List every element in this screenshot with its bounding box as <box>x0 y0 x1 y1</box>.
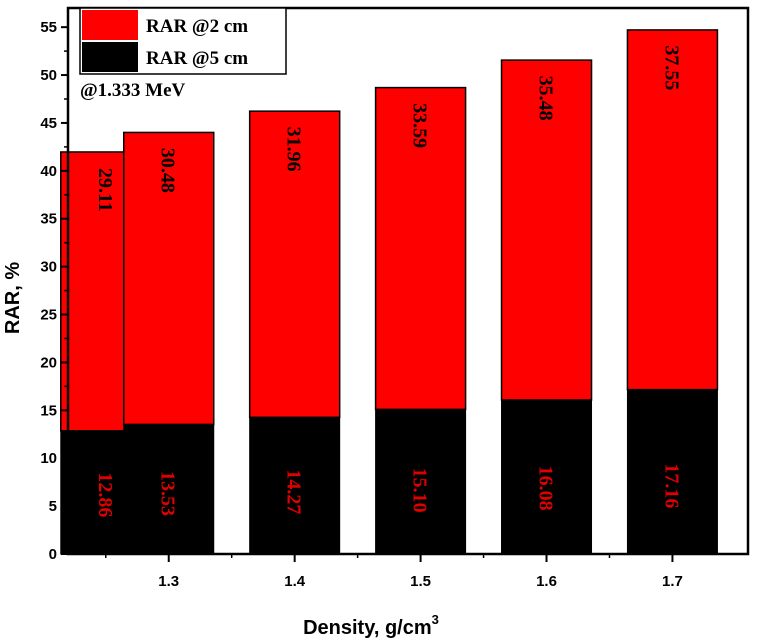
label-rar-2cm-1.25: 29.11 <box>94 168 116 212</box>
y-tick-label-30: 30 <box>40 259 57 276</box>
y-tick-label-45: 45 <box>40 115 57 132</box>
energy-annotation: @1.333 MeV <box>80 80 186 101</box>
label-rar-5cm-1.4: 14.27 <box>283 469 305 514</box>
y-tick-label-55: 55 <box>40 19 57 36</box>
legend-label-rar-2cm: RAR @2 cm <box>146 16 248 37</box>
label-rar-2cm-1.5: 33.59 <box>409 103 431 148</box>
y-tick-label-0: 0 <box>49 546 57 563</box>
label-rar-2cm-1.6: 35.48 <box>535 76 557 121</box>
bar-rar-5cm-1.4 <box>249 416 341 555</box>
x-tick-label-1.5: 1.5 <box>410 573 431 590</box>
y-tick-label-20: 20 <box>40 354 57 371</box>
plot-frame <box>66 6 750 556</box>
y-axis-title: RAR, % <box>2 262 24 334</box>
x-axis-title-text: Density, g/cm <box>303 617 432 639</box>
x-axis-title: Density, g/cm3 <box>303 612 439 639</box>
bar-rar-2cm-1.4 <box>248 110 341 419</box>
axes-layer: 0 5 10 15 20 25 30 35 40 45 50 55 1.3 1.4 1.5 1.6 1.7 <box>40 6 750 590</box>
y-tick-label-50: 50 <box>40 67 57 84</box>
y-tick-label-10: 10 <box>40 450 57 467</box>
x-tick-label-1.3: 1.3 <box>158 573 179 590</box>
y-tick-label-25: 25 <box>40 307 57 324</box>
y-tick-label-15: 15 <box>40 402 57 419</box>
x-tick-label-1.6: 1.6 <box>536 573 557 590</box>
label-rar-2cm-1.7: 37.55 <box>660 45 682 90</box>
bar-rar-2cm-1.5 <box>374 86 467 411</box>
legend-swatch-rar-5cm <box>82 42 138 72</box>
label-rar-5cm-1.3: 13.53 <box>157 471 179 516</box>
bar-rar-2cm-1.7 <box>626 29 719 391</box>
y-tick-label-5: 5 <box>49 498 57 515</box>
legend-label-rar-5cm: RAR @5 cm <box>146 48 248 69</box>
bar-rar-2cm-1.3 <box>122 131 215 426</box>
y-tick-label-35: 35 <box>40 211 57 228</box>
x-axis-title-superscript: 3 <box>432 612 439 627</box>
y-tick-label-40: 40 <box>40 163 57 180</box>
label-rar-5cm-1.7: 17.16 <box>660 463 682 508</box>
label-rar-5cm-1.5: 15.10 <box>409 468 431 513</box>
x-tick-label-1.4: 1.4 <box>284 573 306 590</box>
label-rar-2cm-1.4: 31.96 <box>283 127 305 172</box>
x-tick-label-1.7: 1.7 <box>662 573 683 590</box>
label-rar-2cm-1.3: 30.48 <box>157 148 179 193</box>
label-rar-5cm-1.25: 12.86 <box>94 472 116 517</box>
label-rar-5cm-1.6: 16.08 <box>535 466 557 511</box>
bar-rar-2cm-1.6 <box>500 59 593 401</box>
bar-rar-5cm-1.7 <box>626 389 718 555</box>
bars-layer <box>60 29 719 555</box>
legend-swatch-rar-2cm <box>82 10 138 40</box>
data-labels-layer: 12.86 29.11 13.53 30.48 14.27 31.96 15.10 33.59… <box>94 45 683 517</box>
legend: RAR @2 cm RAR @5 cm <box>79 7 287 75</box>
